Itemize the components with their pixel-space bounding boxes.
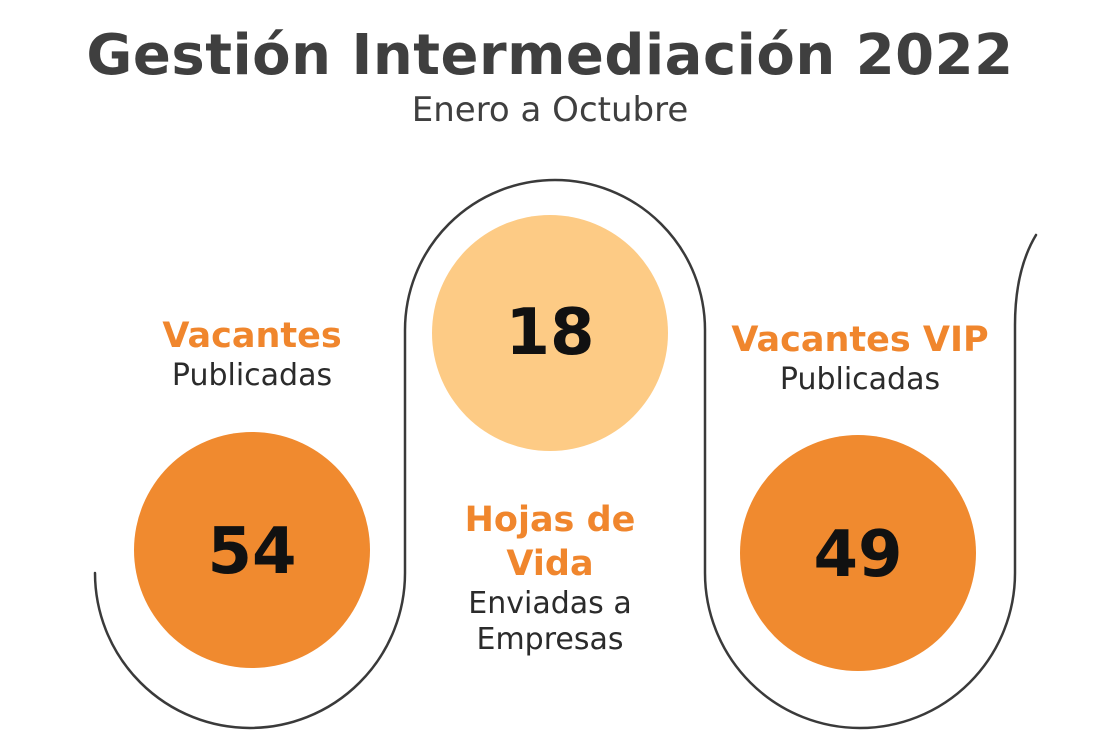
label-vacantes-vip: Vacantes VIP Publicadas — [715, 318, 1005, 398]
label-hojas-sub-line2: Empresas — [476, 622, 624, 657]
label-vacantes-title: Vacantes — [162, 316, 342, 356]
page-subtitle: Enero a Octubre — [411, 90, 689, 130]
circle-vacantes — [134, 432, 370, 668]
label-vacantes: Vacantes Publicadas — [132, 314, 372, 394]
label-hojas-title-line1: Hojas de — [464, 500, 636, 540]
label-hojas-de-vida: Hojas de Vida Enviadas a Empresas — [420, 498, 680, 658]
value-hojas-de-vida: 18 — [505, 296, 595, 370]
label-hojas-title-line2: Vida — [506, 544, 594, 584]
label-vacantes-vip-title: Vacantes VIP — [731, 320, 989, 360]
label-vacantes-sub: Publicadas — [171, 358, 333, 393]
circle-hojas-de-vida — [432, 215, 668, 451]
page-title: Gestión Intermediación 2022 — [86, 23, 1014, 88]
value-vacantes: 54 — [207, 515, 297, 589]
value-vacantes-vip: 49 — [813, 518, 903, 592]
circle-vacantes-vip — [740, 435, 976, 671]
label-vacantes-vip-sub: Publicadas — [779, 362, 941, 397]
wave-path — [93, 178, 1038, 730]
label-hojas-sub-line1: Enviadas a — [468, 586, 632, 621]
